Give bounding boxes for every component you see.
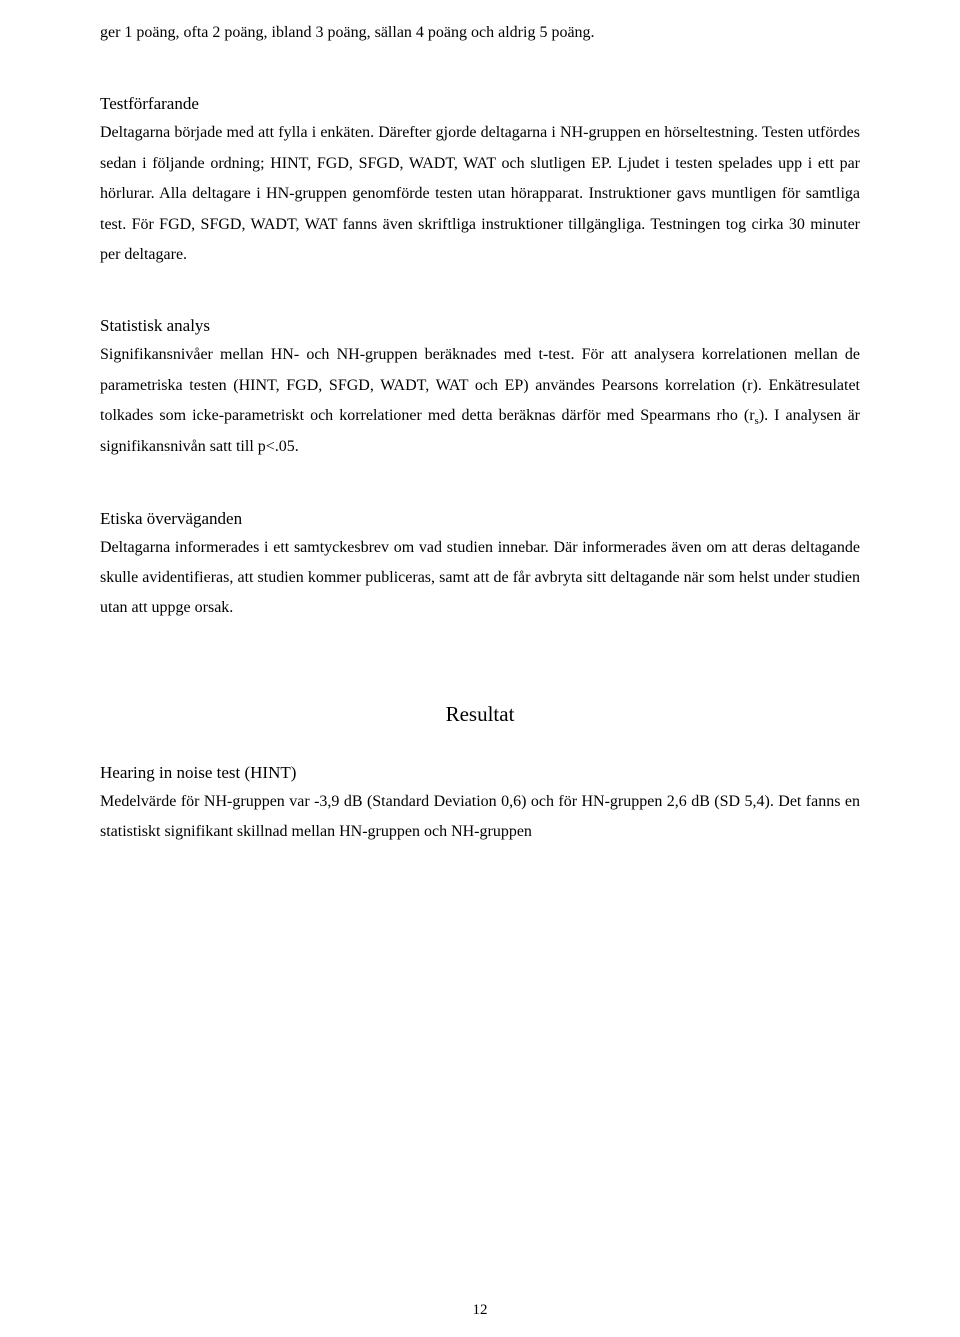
statistisk-block: Statistisk analys Signifikansnivåer mell… xyxy=(100,316,860,462)
heading-testforfarande: Testförfarande xyxy=(100,94,860,114)
paragraph-etiska: Deltagarna informerades i ett samtyckesb… xyxy=(100,533,860,624)
paragraph-statistisk: Signifikansnivåer mellan HN- och NH-grup… xyxy=(100,340,860,462)
paragraph-intro: ger 1 poäng, ofta 2 poäng, ibland 3 poän… xyxy=(100,18,860,48)
page-number: 12 xyxy=(0,1302,960,1319)
heading-hint: Hearing in noise test (HINT) xyxy=(100,763,860,783)
intro-block: ger 1 poäng, ofta 2 poäng, ibland 3 poän… xyxy=(100,18,860,48)
paragraph-testforfarande: Deltagarna började med att fylla i enkät… xyxy=(100,118,860,270)
heading-etiska: Etiska överväganden xyxy=(100,509,860,529)
document-page: ger 1 poäng, ofta 2 poäng, ibland 3 poän… xyxy=(0,0,960,1337)
text-span: Signifikansnivåer mellan HN- och NH-grup… xyxy=(100,346,860,424)
paragraph-hint: Medelvärde för NH-gruppen var -3,9 dB (S… xyxy=(100,787,860,848)
testforfarande-block: Testförfarande Deltagarna började med at… xyxy=(100,94,860,270)
heading-resultat: Resultat xyxy=(100,702,860,727)
heading-statistisk: Statistisk analys xyxy=(100,316,860,336)
hint-block: Hearing in noise test (HINT) Medelvärde … xyxy=(100,763,860,848)
etiska-block: Etiska överväganden Deltagarna informera… xyxy=(100,509,860,624)
resultat-heading-block: Resultat xyxy=(100,702,860,727)
